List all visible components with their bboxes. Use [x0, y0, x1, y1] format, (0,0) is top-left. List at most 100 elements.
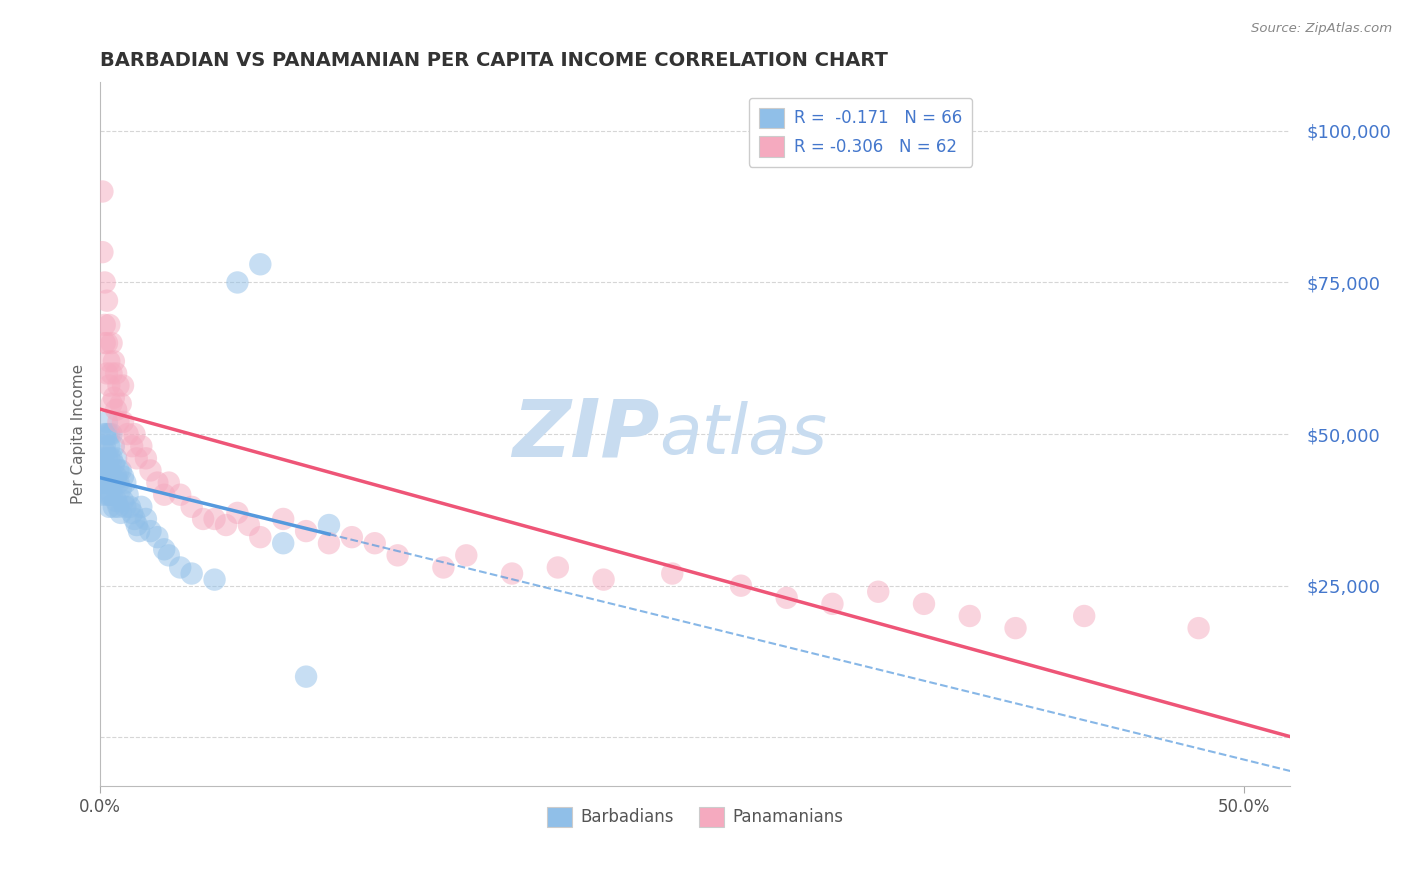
Point [107, 500, 129, 514]
Point [821, 597, 844, 611]
Point [103, 475, 125, 490]
Point [318, 536, 340, 550]
Point [111, 378, 134, 392]
Point [730, 579, 752, 593]
Point [226, 506, 249, 520]
Point [1187, 621, 1209, 635]
Point [96, 475, 118, 490]
Point [111, 415, 134, 429]
Point [98, 354, 121, 368]
Point [128, 524, 150, 538]
Point [103, 354, 125, 368]
Point [105, 451, 128, 466]
Point [100, 469, 122, 483]
Point [105, 469, 128, 483]
Point [91, 469, 114, 483]
Text: ZIP: ZIP [512, 395, 659, 473]
Point [103, 458, 125, 472]
Point [117, 427, 139, 442]
Point [98, 463, 121, 477]
Point [118, 500, 141, 514]
Point [105, 493, 128, 508]
Point [364, 536, 387, 550]
Point [146, 530, 169, 544]
Point [96, 293, 118, 308]
Point [114, 500, 136, 514]
Point [110, 463, 132, 477]
Point [249, 257, 271, 271]
Point [204, 573, 226, 587]
Point [107, 475, 129, 490]
Point [100, 336, 122, 351]
Point [107, 378, 129, 392]
Point [96, 367, 118, 381]
Point [105, 402, 128, 417]
Point [103, 439, 125, 453]
Point [146, 475, 169, 490]
Point [135, 451, 157, 466]
Point [959, 609, 981, 624]
Point [98, 500, 121, 514]
Point [661, 566, 683, 581]
Point [110, 482, 132, 496]
Point [93, 276, 115, 290]
Point [98, 439, 121, 453]
Point [91, 488, 114, 502]
Point [868, 584, 890, 599]
Point [98, 475, 121, 490]
Point [103, 500, 125, 514]
Point [98, 318, 121, 332]
Point [125, 518, 148, 533]
Point [776, 591, 799, 605]
Point [93, 482, 115, 496]
Point [180, 566, 202, 581]
Point [456, 549, 478, 563]
Point [124, 427, 146, 442]
Point [107, 415, 129, 429]
Point [91, 463, 114, 477]
Y-axis label: Per Capita Income: Per Capita Income [72, 364, 86, 504]
Text: Source: ZipAtlas.com: Source: ZipAtlas.com [1251, 22, 1392, 36]
Point [98, 378, 121, 392]
Point [131, 500, 153, 514]
Point [105, 367, 128, 381]
Point [107, 463, 129, 477]
Point [191, 512, 214, 526]
Point [98, 427, 121, 442]
Point [169, 488, 191, 502]
Point [117, 488, 139, 502]
Point [124, 512, 146, 526]
Point [592, 573, 614, 587]
Point [96, 415, 118, 429]
Point [271, 512, 294, 526]
Point [91, 451, 114, 466]
Point [1004, 621, 1026, 635]
Point [93, 475, 115, 490]
Point [91, 245, 114, 260]
Legend: Barbadians, Panamanians: Barbadians, Panamanians [540, 800, 849, 834]
Point [432, 560, 454, 574]
Point [271, 536, 294, 550]
Point [91, 475, 114, 490]
Point [139, 524, 162, 538]
Point [96, 336, 118, 351]
Point [139, 463, 162, 477]
Point [93, 463, 115, 477]
Point [340, 530, 363, 544]
Point [157, 475, 180, 490]
Point [93, 336, 115, 351]
Point [125, 451, 148, 466]
Text: atlas: atlas [659, 401, 828, 467]
Point [131, 439, 153, 453]
Point [295, 670, 318, 684]
Point [98, 451, 121, 466]
Point [100, 488, 122, 502]
Point [100, 427, 122, 442]
Point [1073, 609, 1095, 624]
Point [93, 318, 115, 332]
Point [96, 451, 118, 466]
Point [96, 488, 118, 502]
Point [93, 427, 115, 442]
Point [226, 276, 249, 290]
Point [153, 542, 176, 557]
